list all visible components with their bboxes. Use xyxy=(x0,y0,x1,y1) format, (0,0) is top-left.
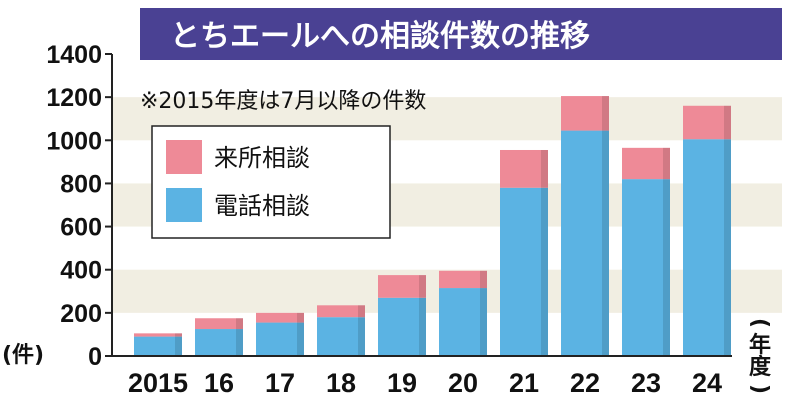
legend-label-denwa: 電話相談 xyxy=(214,192,310,220)
bar-raisho-face xyxy=(683,105,731,140)
bar-denwa-face xyxy=(134,336,182,356)
bar-shade xyxy=(297,322,304,356)
bar-shade xyxy=(297,312,304,323)
bar-shade xyxy=(236,318,243,330)
x-axis: 2015 16 17 18 19 20 21 22 23 24 xyxy=(128,368,722,398)
bar-denwa-face xyxy=(622,179,670,356)
bar-raisho xyxy=(500,149,548,188)
x-tick-label: 17 xyxy=(265,368,295,398)
note-text: ※2015年度は7月以降の件数 xyxy=(140,89,426,114)
bar-raisho-face xyxy=(622,147,670,180)
bar-denwa-face xyxy=(500,187,548,356)
bar-shade xyxy=(480,270,487,289)
bar-raisho-face xyxy=(561,96,609,131)
x-unit-label: ( 年度) xyxy=(747,318,772,394)
bar-denwa xyxy=(317,317,365,356)
bar-shade xyxy=(724,105,731,140)
y-tick-label: 400 xyxy=(60,257,102,285)
bar-shade xyxy=(358,317,365,356)
x-unit-char: ( xyxy=(747,318,772,328)
y-tick-label: 800 xyxy=(60,170,102,198)
x-tick-label: 24 xyxy=(692,368,722,398)
y-tick-label: 1200 xyxy=(46,84,102,112)
bar-denwa-face xyxy=(683,139,731,356)
bar-shade xyxy=(602,96,609,131)
bars xyxy=(134,96,731,356)
x-tick-label: 23 xyxy=(631,368,661,398)
bar-shade xyxy=(602,130,609,356)
bar-denwa-face xyxy=(561,130,609,356)
bar-shade xyxy=(419,297,426,356)
y-axis: 0 200 400 600 800 1000 1200 1400 xyxy=(46,41,112,371)
bar-raisho-face xyxy=(500,149,548,188)
y-tick-label: 600 xyxy=(60,214,102,242)
bar-raisho xyxy=(561,96,609,131)
bar-raisho xyxy=(378,275,426,298)
bar-shade xyxy=(419,275,426,298)
x-tick-label: 2015 xyxy=(128,368,188,398)
bar-raisho-face xyxy=(256,312,304,323)
x-tick-label: 18 xyxy=(326,368,356,398)
bar-denwa xyxy=(500,187,548,356)
y-tick-label: 0 xyxy=(88,343,102,371)
bar-shade xyxy=(175,336,182,356)
bar-shade xyxy=(663,147,670,180)
bar-raisho xyxy=(134,333,182,337)
legend-swatch-denwa xyxy=(166,188,202,222)
bar-shade xyxy=(236,329,243,356)
bar-shade xyxy=(724,139,731,356)
bar-shade xyxy=(175,333,182,337)
bar-raisho-face xyxy=(317,305,365,318)
bar-denwa xyxy=(195,329,243,356)
bar-raisho xyxy=(439,270,487,289)
bar-denwa-face xyxy=(378,297,426,356)
bar-raisho-face xyxy=(439,270,487,289)
x-unit-char: 度 xyxy=(749,354,772,380)
y-unit-label: (件) xyxy=(2,343,44,368)
bar-raisho xyxy=(195,318,243,330)
x-tick-label: 22 xyxy=(570,368,600,398)
chart-title: とちエールへの相談件数の推移 xyxy=(140,8,782,60)
bar-denwa-face xyxy=(317,317,365,356)
bar-shade xyxy=(358,305,365,318)
bar-raisho xyxy=(622,147,670,180)
bar-shade xyxy=(541,149,548,188)
y-tick-label: 1400 xyxy=(46,41,102,69)
bar-denwa xyxy=(439,288,487,356)
bar-raisho xyxy=(317,305,365,318)
bar-raisho xyxy=(683,105,731,140)
x-tick-label: 19 xyxy=(387,368,417,398)
legend: 来所相談 電話相談 xyxy=(151,125,391,239)
x-tick-label: 21 xyxy=(509,368,539,398)
legend-label-raisho: 来所相談 xyxy=(214,144,310,172)
title-background xyxy=(140,8,782,60)
bar-shade xyxy=(480,288,487,356)
bar-raisho-face xyxy=(134,333,182,337)
x-unit-char: 年 xyxy=(749,332,771,358)
bar-denwa xyxy=(134,336,182,356)
bar-raisho-face xyxy=(378,275,426,298)
bar-denwa xyxy=(683,139,731,356)
y-tick-label: 1000 xyxy=(46,127,102,155)
y-tick-label: 200 xyxy=(60,300,102,328)
bar-denwa xyxy=(256,322,304,356)
bar-denwa-face xyxy=(256,322,304,356)
bar-denwa-face xyxy=(195,329,243,356)
bar-denwa xyxy=(622,179,670,356)
title-text: とちエールへの相談件数の推移 xyxy=(170,19,590,54)
bar-denwa xyxy=(378,297,426,356)
bar-denwa xyxy=(561,130,609,356)
bar-raisho xyxy=(256,312,304,323)
x-tick-label: 20 xyxy=(448,368,478,398)
bar-shade xyxy=(663,179,670,356)
bar-shade xyxy=(541,187,548,356)
legend-swatch-raisho xyxy=(166,140,202,174)
x-unit-char: ) xyxy=(747,384,772,394)
x-tick-label: 16 xyxy=(204,368,234,398)
bar-raisho-face xyxy=(195,318,243,330)
bar-denwa-face xyxy=(439,288,487,356)
